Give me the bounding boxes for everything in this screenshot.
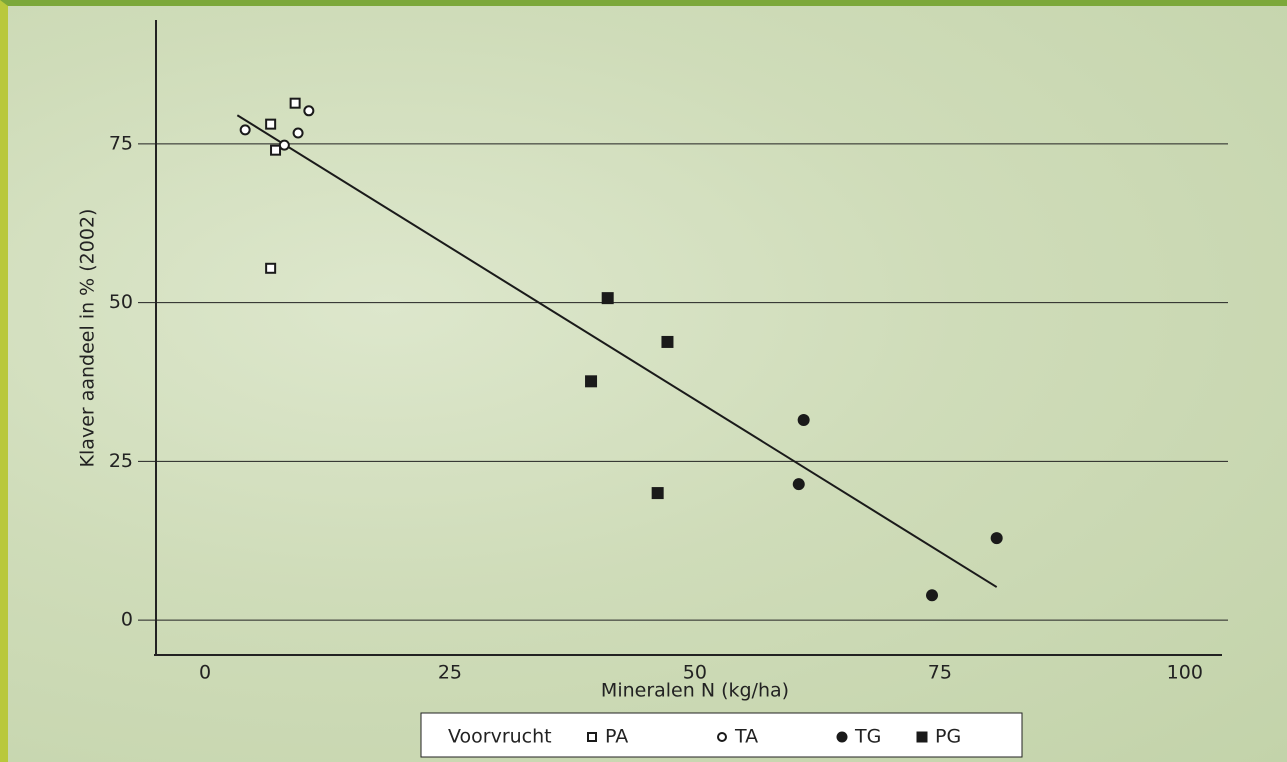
legend-title: Voorvrucht (448, 726, 552, 748)
y-tick-label: 75 (109, 132, 133, 154)
point (991, 532, 1003, 544)
legend-marker (917, 732, 928, 743)
legend-label: TA (734, 726, 758, 748)
point (266, 264, 275, 273)
point (661, 336, 673, 348)
legend-label: PA (605, 726, 628, 748)
trend-line (237, 115, 996, 587)
legend-label: TG (854, 726, 881, 748)
legend-marker (837, 732, 848, 743)
y-tick-label: 50 (109, 291, 133, 313)
point (280, 141, 289, 150)
point (304, 106, 313, 115)
point (266, 120, 275, 129)
point (271, 146, 280, 155)
legend-label: PG (935, 726, 961, 748)
x-tick-label: 50 (683, 662, 707, 684)
legend-marker (588, 733, 596, 741)
y-axis-label: Klaver aandeel in % (2002) (77, 209, 99, 468)
point (294, 129, 303, 138)
point (585, 375, 597, 387)
x-tick-label: 100 (1167, 662, 1203, 684)
y-tick-label: 0 (121, 609, 133, 631)
y-tick-label: 25 (109, 450, 133, 472)
point (291, 99, 300, 108)
point (602, 292, 614, 304)
x-tick-label: 75 (928, 662, 952, 684)
legend-marker (718, 733, 726, 741)
point (793, 478, 805, 490)
point (926, 589, 938, 601)
point (241, 125, 250, 134)
x-tick-label: 0 (199, 662, 211, 684)
point (798, 414, 810, 426)
point (652, 487, 664, 499)
chart: Mineralen N (kg/ha) Klaver aandeel in % … (0, 0, 1287, 762)
x-tick-label: 25 (438, 662, 462, 684)
